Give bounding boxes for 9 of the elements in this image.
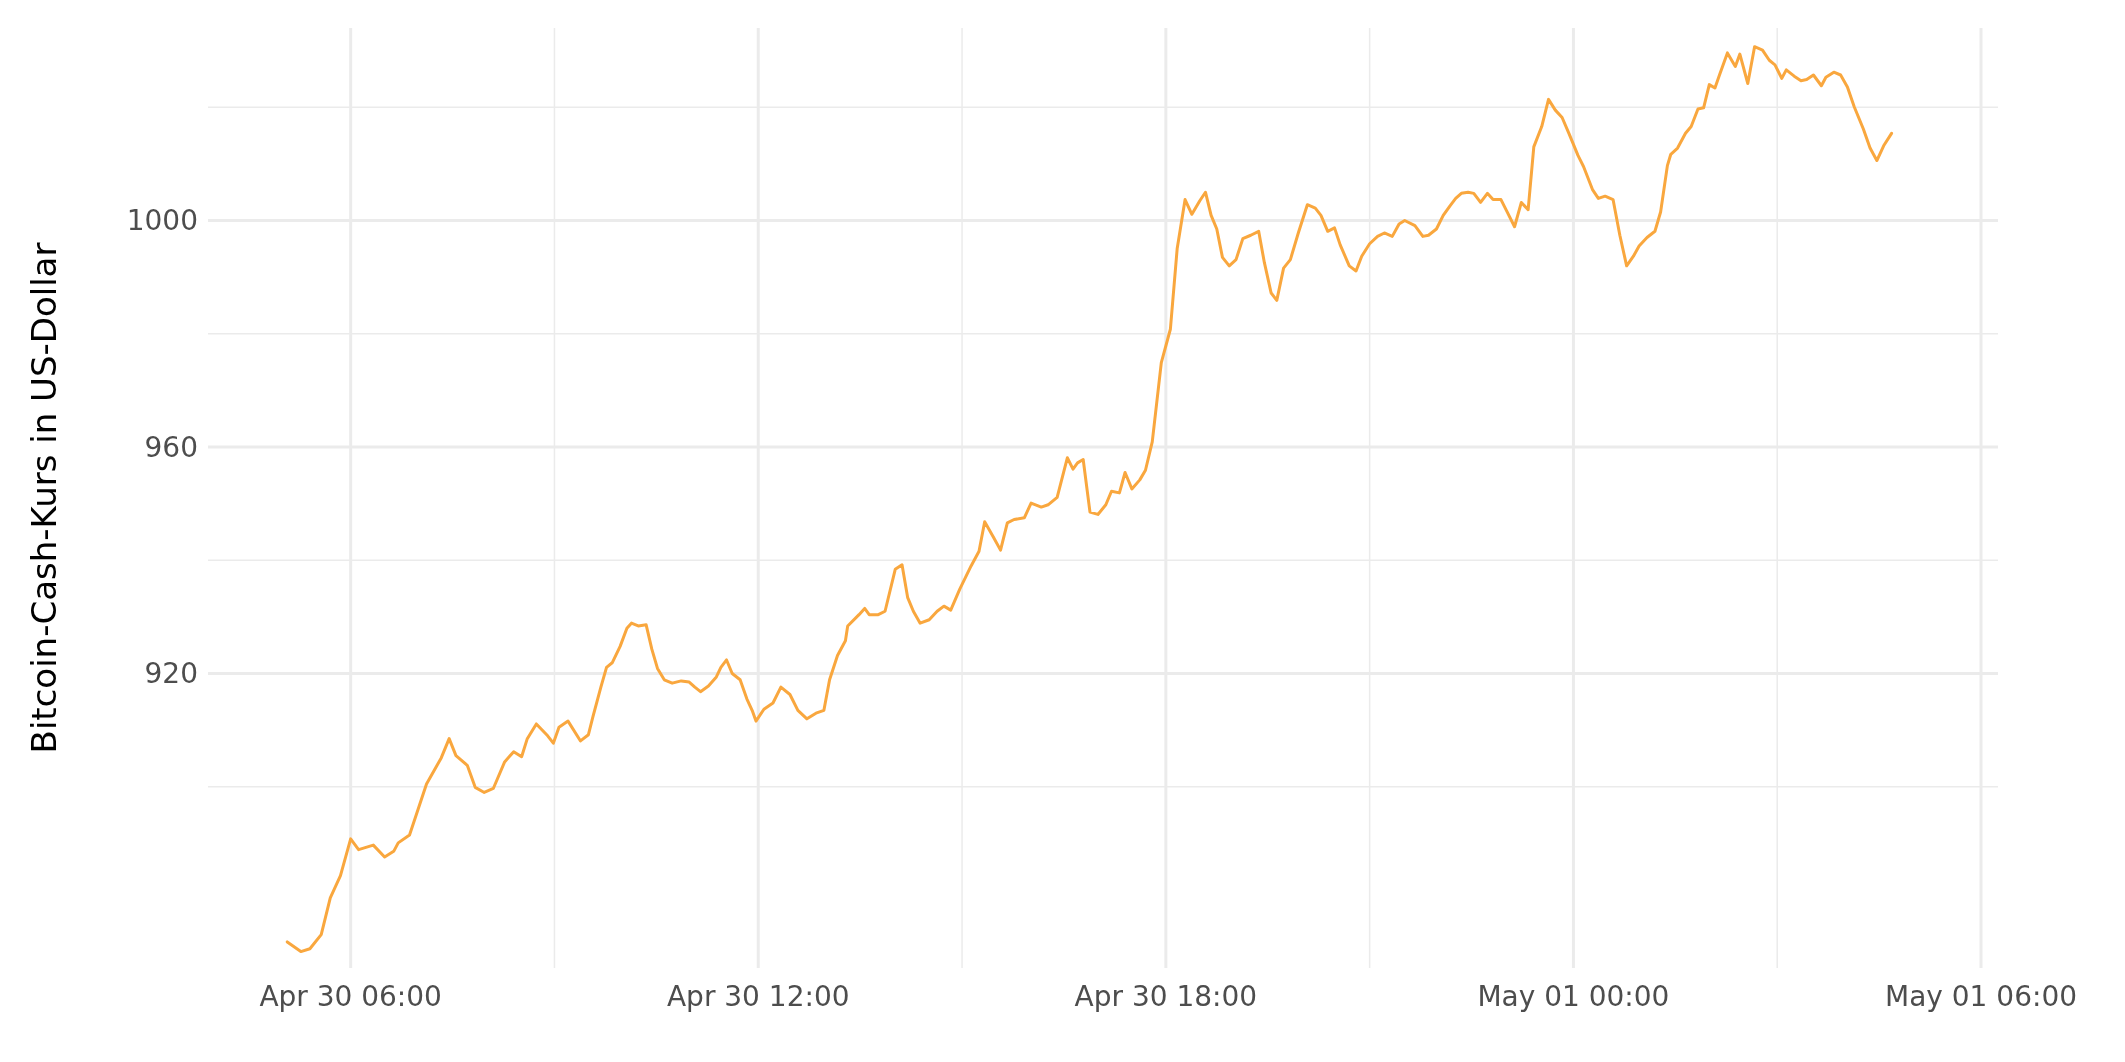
y-axis-title: Bitcoin-Cash-Kurs in US-Dollar (24, 242, 64, 754)
x-tick-label: Apr 30 06:00 (259, 980, 442, 1013)
x-tick-label: Apr 30 18:00 (1074, 980, 1258, 1013)
x-tick-label: May 01 00:00 (1477, 980, 1670, 1013)
x-tick-label: May 01 06:00 (1885, 980, 2078, 1013)
y-tick-label: 1000 (126, 204, 198, 238)
x-tick-label: Apr 30 12:00 (666, 980, 850, 1013)
y-tick-label: 920 (144, 657, 198, 691)
y-tick-label: 960 (144, 430, 198, 464)
